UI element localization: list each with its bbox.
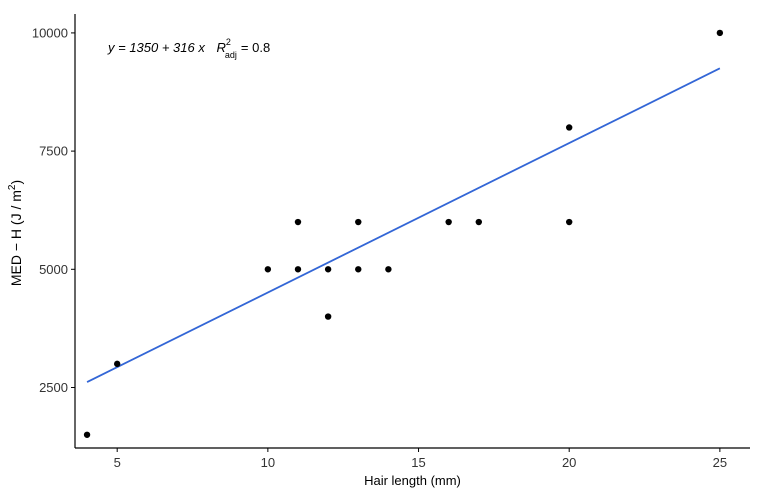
- data-point: [324, 313, 332, 320]
- y-tick-label: 7500: [39, 144, 68, 159]
- data-point: [324, 266, 332, 273]
- data-point: [294, 218, 302, 226]
- regression-annotation: y = 1350 + 316 x R2 adj = 0.8: [107, 37, 270, 60]
- data-point: [385, 266, 392, 273]
- data-point: [475, 218, 482, 226]
- x-tick-label: 15: [411, 455, 425, 470]
- data-point: [355, 218, 362, 226]
- x-tick-label: 20: [562, 455, 576, 470]
- y-axis-label-close: ): [8, 180, 24, 185]
- y-tick-label: 5000: [39, 262, 68, 277]
- x-axis-label: Hair length (mm): [364, 473, 461, 488]
- regression-equation: y = 1350 + 316 x: [107, 40, 205, 55]
- data-point: [83, 431, 91, 438]
- data-point: [445, 218, 452, 226]
- data-point: [113, 360, 121, 368]
- data-point: [565, 218, 573, 226]
- r-squared-value: = 0.8: [241, 40, 270, 55]
- x-tick-label: 25: [713, 455, 727, 470]
- regression-line: [86, 67, 721, 383]
- data-point: [716, 29, 724, 37]
- y-tick-label: 10000: [32, 25, 68, 40]
- data-points: [83, 29, 724, 438]
- r-squared-subscript: adj: [225, 50, 237, 60]
- r-squared-symbol: R: [216, 40, 225, 55]
- data-point: [294, 266, 302, 273]
- x-tick-label: 10: [261, 455, 275, 470]
- y-axis-label-superscript: 2: [7, 184, 18, 190]
- y-axis-label: MED − H (J / m2): [7, 180, 24, 286]
- x-axis-ticks: 5 10 15 20 25: [114, 448, 727, 470]
- data-point: [264, 266, 272, 273]
- r-squared-superscript: 2: [226, 37, 231, 47]
- y-axis-ticks: 2500 5000 7500 10000: [32, 25, 75, 395]
- y-tick-label: 2500: [39, 380, 68, 395]
- x-tick-label: 5: [114, 455, 121, 470]
- data-point: [565, 124, 573, 131]
- y-axis-label-main: MED − H (J / m: [8, 190, 24, 286]
- data-point: [355, 266, 362, 273]
